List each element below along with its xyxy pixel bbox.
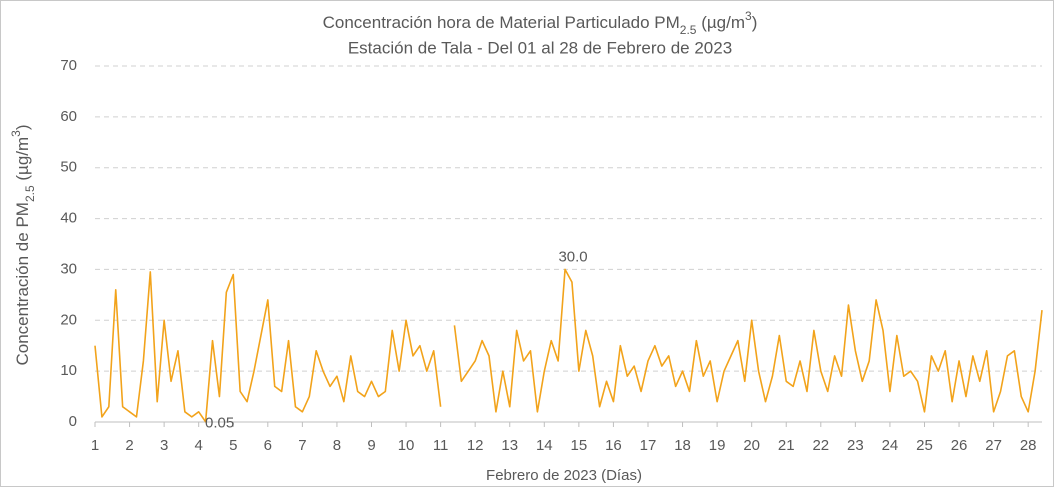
y-tick-label: 20	[60, 311, 77, 328]
y-tick-label: 0	[69, 413, 77, 430]
title-part: (µg/m	[696, 13, 745, 32]
x-tick-label: 20	[743, 437, 760, 454]
x-tick-label: 22	[812, 437, 829, 454]
x-tick-label: 10	[398, 437, 415, 454]
y-tick-label: 30	[60, 260, 77, 277]
x-tick-label: 4	[195, 437, 203, 454]
ylabel-sup: 3	[9, 130, 23, 137]
ylabel-sub: 2.5	[23, 185, 37, 202]
x-tick-label: 19	[709, 437, 726, 454]
x-tick-label: 2	[125, 437, 133, 454]
y-tick-label: 50	[60, 159, 77, 176]
ylabel-part: Concentración de PM	[13, 202, 32, 365]
title-sup: 3	[745, 9, 752, 23]
x-tick-label: 21	[778, 437, 795, 454]
x-tick-label: 28	[1020, 437, 1037, 454]
x-tick-label: 7	[298, 437, 306, 454]
x-tick-label: 6	[264, 437, 272, 454]
title-sub: 2.5	[680, 23, 697, 37]
x-tick-label: 24	[882, 437, 899, 454]
x-tick-label: 11	[433, 437, 449, 454]
x-tick-label: 9	[367, 437, 375, 454]
x-tick-label: 5	[229, 437, 237, 454]
x-tick-label: 13	[501, 437, 518, 454]
y-tick-label: 60	[60, 108, 77, 125]
x-axis-label: Febrero de 2023 (Días)	[486, 467, 642, 484]
y-tick-label: 40	[60, 210, 77, 227]
x-tick-label: 23	[847, 437, 864, 454]
data-label: 30.0	[558, 248, 587, 265]
ylabel-part: )	[13, 124, 32, 130]
x-tick-label: 16	[605, 437, 622, 454]
x-tick-label: 15	[571, 437, 588, 454]
x-tick-label: 25	[916, 437, 933, 454]
x-tick-label: 26	[951, 437, 968, 454]
data-line	[453, 268, 1043, 413]
y-tick-label: 10	[60, 362, 77, 379]
chart-subtitle: Estación de Tala - Del 01 al 28 de Febre…	[348, 38, 732, 57]
title-part: )	[752, 13, 758, 32]
x-tick-label: 12	[467, 437, 484, 454]
chart-title: Concentración hora de Material Particula…	[323, 9, 758, 37]
x-tick-label: 14	[536, 437, 553, 454]
title-part: Concentración hora de Material Particula…	[323, 13, 680, 32]
x-tick-label: 27	[985, 437, 1002, 454]
x-tick-label: 3	[160, 437, 168, 454]
data-line	[94, 271, 442, 423]
x-tick-label: 1	[91, 437, 99, 454]
data-label: 0.05	[205, 415, 234, 432]
x-tick-label: 8	[333, 437, 341, 454]
x-tick-label: 17	[640, 437, 657, 454]
y-axis-label: Concentración de PM2.5 (µg/m3)	[9, 124, 37, 365]
ylabel-part: (µg/m	[13, 137, 32, 186]
y-tick-label: 70	[60, 57, 77, 74]
x-tick-label: 18	[674, 437, 691, 454]
